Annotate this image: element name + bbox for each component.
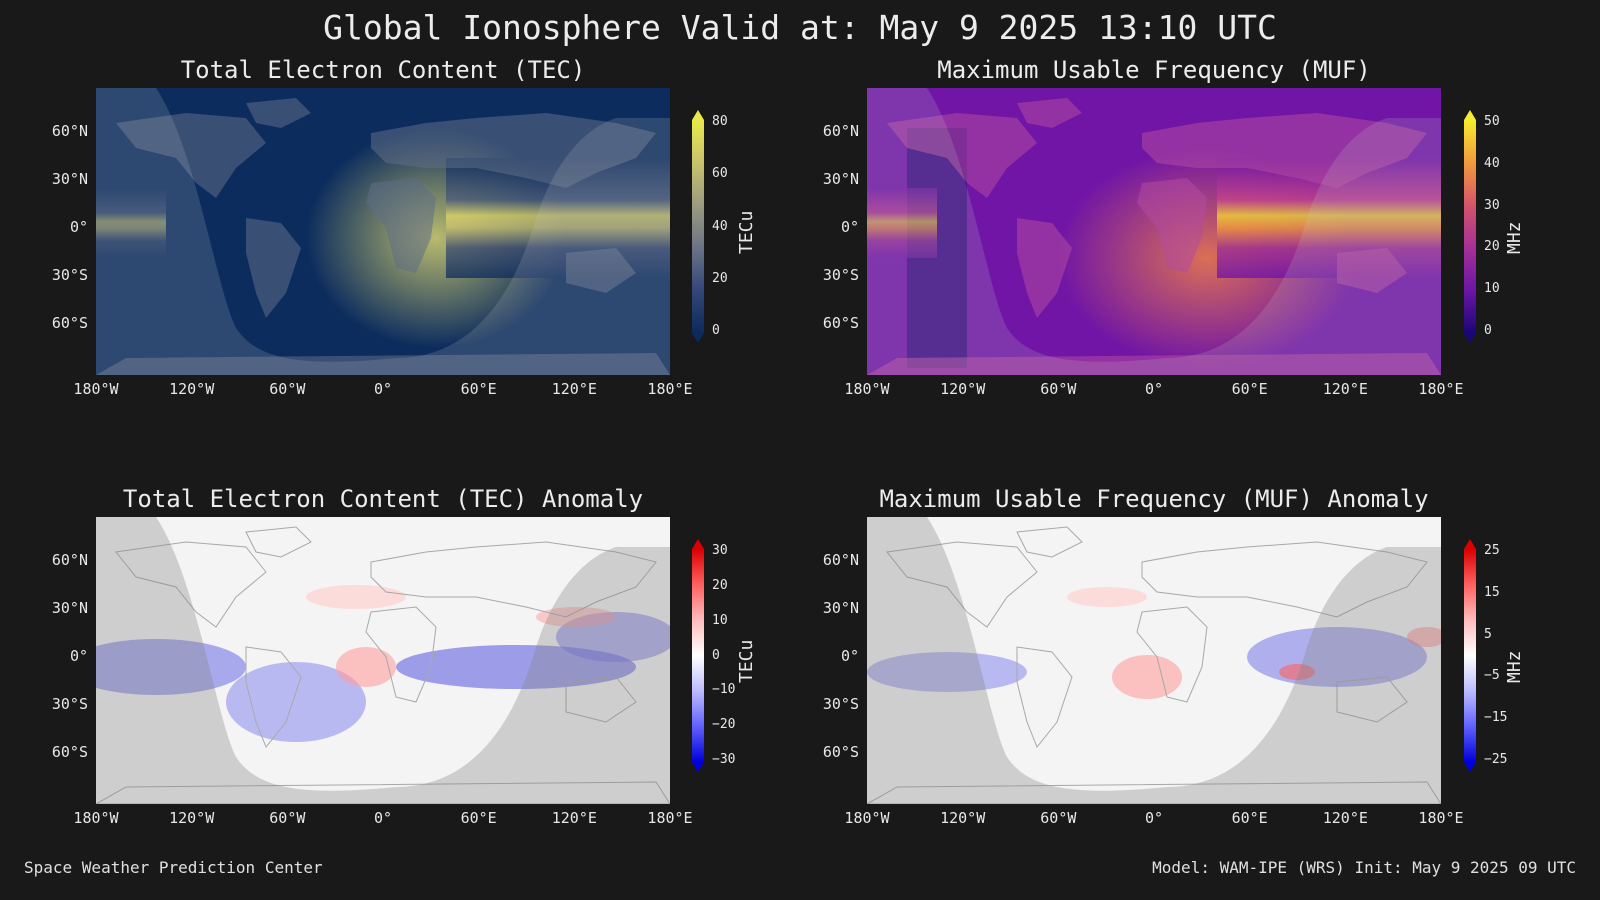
lon-tick-label: 180°W [844, 809, 890, 827]
lon-tick-label: 60°W [269, 380, 306, 398]
colorbar-tick-label: 30 [1484, 197, 1500, 213]
lat-tick-label: 0° [69, 218, 88, 236]
lon-tick-label: 120°W [169, 380, 215, 398]
colorbar [692, 539, 704, 772]
footer-credit: Space Weather Prediction Center [24, 858, 323, 877]
colorbar-tick-label: 40 [1484, 155, 1500, 171]
panel-title: Total Electron Content (TEC) Anomaly [122, 485, 644, 513]
lon-tick-label: 120°W [940, 380, 986, 398]
colorbar-tick-label: 15 [1484, 584, 1500, 600]
lon-tick-label: 60°E [1231, 380, 1268, 398]
lat-tick-label: 30°S [51, 695, 88, 713]
lat-tick-label: 30°N [822, 170, 859, 188]
lat-tick-label: 60°N [822, 551, 859, 569]
lat-tick-label: 60°N [51, 122, 88, 140]
lon-tick-label: 180°W [73, 380, 119, 398]
map-plot [96, 517, 670, 804]
map-plot [867, 517, 1441, 804]
colorbar-tick-label: −10 [712, 682, 736, 698]
lon-tick-label: 60°W [1040, 380, 1077, 398]
lat-tick-label: 30°N [51, 599, 88, 617]
lat-tick-label: 60°S [51, 743, 88, 761]
colorbar-tick-label: 80 [712, 114, 728, 129]
colorbar-tick-label: −30 [712, 752, 736, 767]
panel-title: Total Electron Content (TEC) [180, 56, 586, 84]
lon-tick-label: 180°E [1418, 380, 1464, 398]
lat-tick-label: 0° [69, 647, 88, 665]
lon-tick-label: 60°E [460, 380, 497, 398]
colorbar-label: MHz [1504, 650, 1525, 683]
lon-tick-label: 180°E [647, 380, 693, 398]
colorbar-label: MHz [1504, 221, 1525, 254]
map-plot [96, 88, 670, 375]
colorbar-tick-label: 10 [712, 612, 728, 628]
colorbar-tick-label: 10 [1484, 281, 1500, 297]
lon-tick-label: 120°E [1322, 380, 1368, 398]
lon-tick-label: 120°E [551, 809, 597, 827]
lat-tick-label: 30°N [822, 599, 859, 617]
colorbar-tick-label: 20 [1484, 239, 1500, 255]
colorbar-tick-label: 25 [1484, 543, 1500, 558]
lat-tick-label: 30°N [51, 170, 88, 188]
lon-tick-label: 120°W [940, 809, 986, 827]
lon-tick-label: 0° [373, 809, 393, 827]
lat-tick-label: 60°S [51, 314, 88, 332]
footer-model-info: Model: WAM-IPE (WRS) Init: May 9 2025 09… [1152, 858, 1576, 877]
colorbar-tick-label: 50 [1484, 114, 1500, 129]
lon-tick-label: 120°W [169, 809, 215, 827]
map-plot [867, 88, 1441, 375]
lon-tick-label: 180°W [844, 380, 890, 398]
colorbar [1464, 539, 1476, 772]
lat-tick-label: 30°S [822, 695, 859, 713]
colorbar-tick-label: 30 [712, 543, 728, 558]
lon-tick-label: 180°E [1418, 809, 1464, 827]
colorbar [1464, 110, 1476, 343]
lat-tick-label: 60°S [822, 314, 859, 332]
lon-tick-label: 0° [1144, 380, 1164, 398]
panel-title: Maximum Usable Frequency (MUF) Anomaly [879, 485, 1429, 513]
colorbar-tick-label: 0 [712, 323, 720, 338]
colorbar-tick-label: 20 [712, 270, 728, 286]
lon-tick-label: 60°E [460, 809, 497, 827]
lat-tick-label: 0° [840, 647, 859, 665]
lon-tick-label: 60°E [1231, 809, 1268, 827]
colorbar-tick-label: 20 [712, 577, 728, 593]
colorbar-tick-label: −15 [1484, 710, 1508, 726]
colorbar-tick-label: 0 [1484, 323, 1492, 338]
lat-tick-label: 0° [840, 218, 859, 236]
colorbar-tick-label: −25 [1484, 752, 1508, 767]
lat-tick-label: 60°S [822, 743, 859, 761]
lon-tick-label: 120°E [1322, 809, 1368, 827]
lon-tick-label: 120°E [551, 380, 597, 398]
lat-tick-label: 30°S [822, 266, 859, 284]
main-title: Global Ionosphere Valid at: May 9 2025 1… [323, 8, 1277, 47]
colorbar-tick-label: 60 [712, 166, 728, 182]
lon-tick-label: 180°W [73, 809, 119, 827]
colorbar-tick-label: −20 [712, 717, 736, 733]
colorbar-tick-label: −5 [1484, 668, 1500, 684]
lon-tick-label: 60°W [269, 809, 306, 827]
colorbar-tick-label: 5 [1484, 626, 1492, 642]
colorbar [692, 110, 704, 343]
colorbar-label: TECu [736, 210, 757, 254]
lon-tick-label: 180°E [647, 809, 693, 827]
colorbar-label: TECu [736, 639, 757, 683]
colorbar-tick-label: 40 [712, 218, 728, 234]
lon-tick-label: 0° [1144, 809, 1164, 827]
lon-tick-label: 0° [373, 380, 393, 398]
lon-tick-label: 60°W [1040, 809, 1077, 827]
lat-tick-label: 60°N [51, 551, 88, 569]
panel-title: Maximum Usable Frequency (MUF) [937, 56, 1371, 84]
lat-tick-label: 30°S [51, 266, 88, 284]
colorbar-tick-label: 0 [712, 647, 720, 663]
lat-tick-label: 60°N [822, 122, 859, 140]
